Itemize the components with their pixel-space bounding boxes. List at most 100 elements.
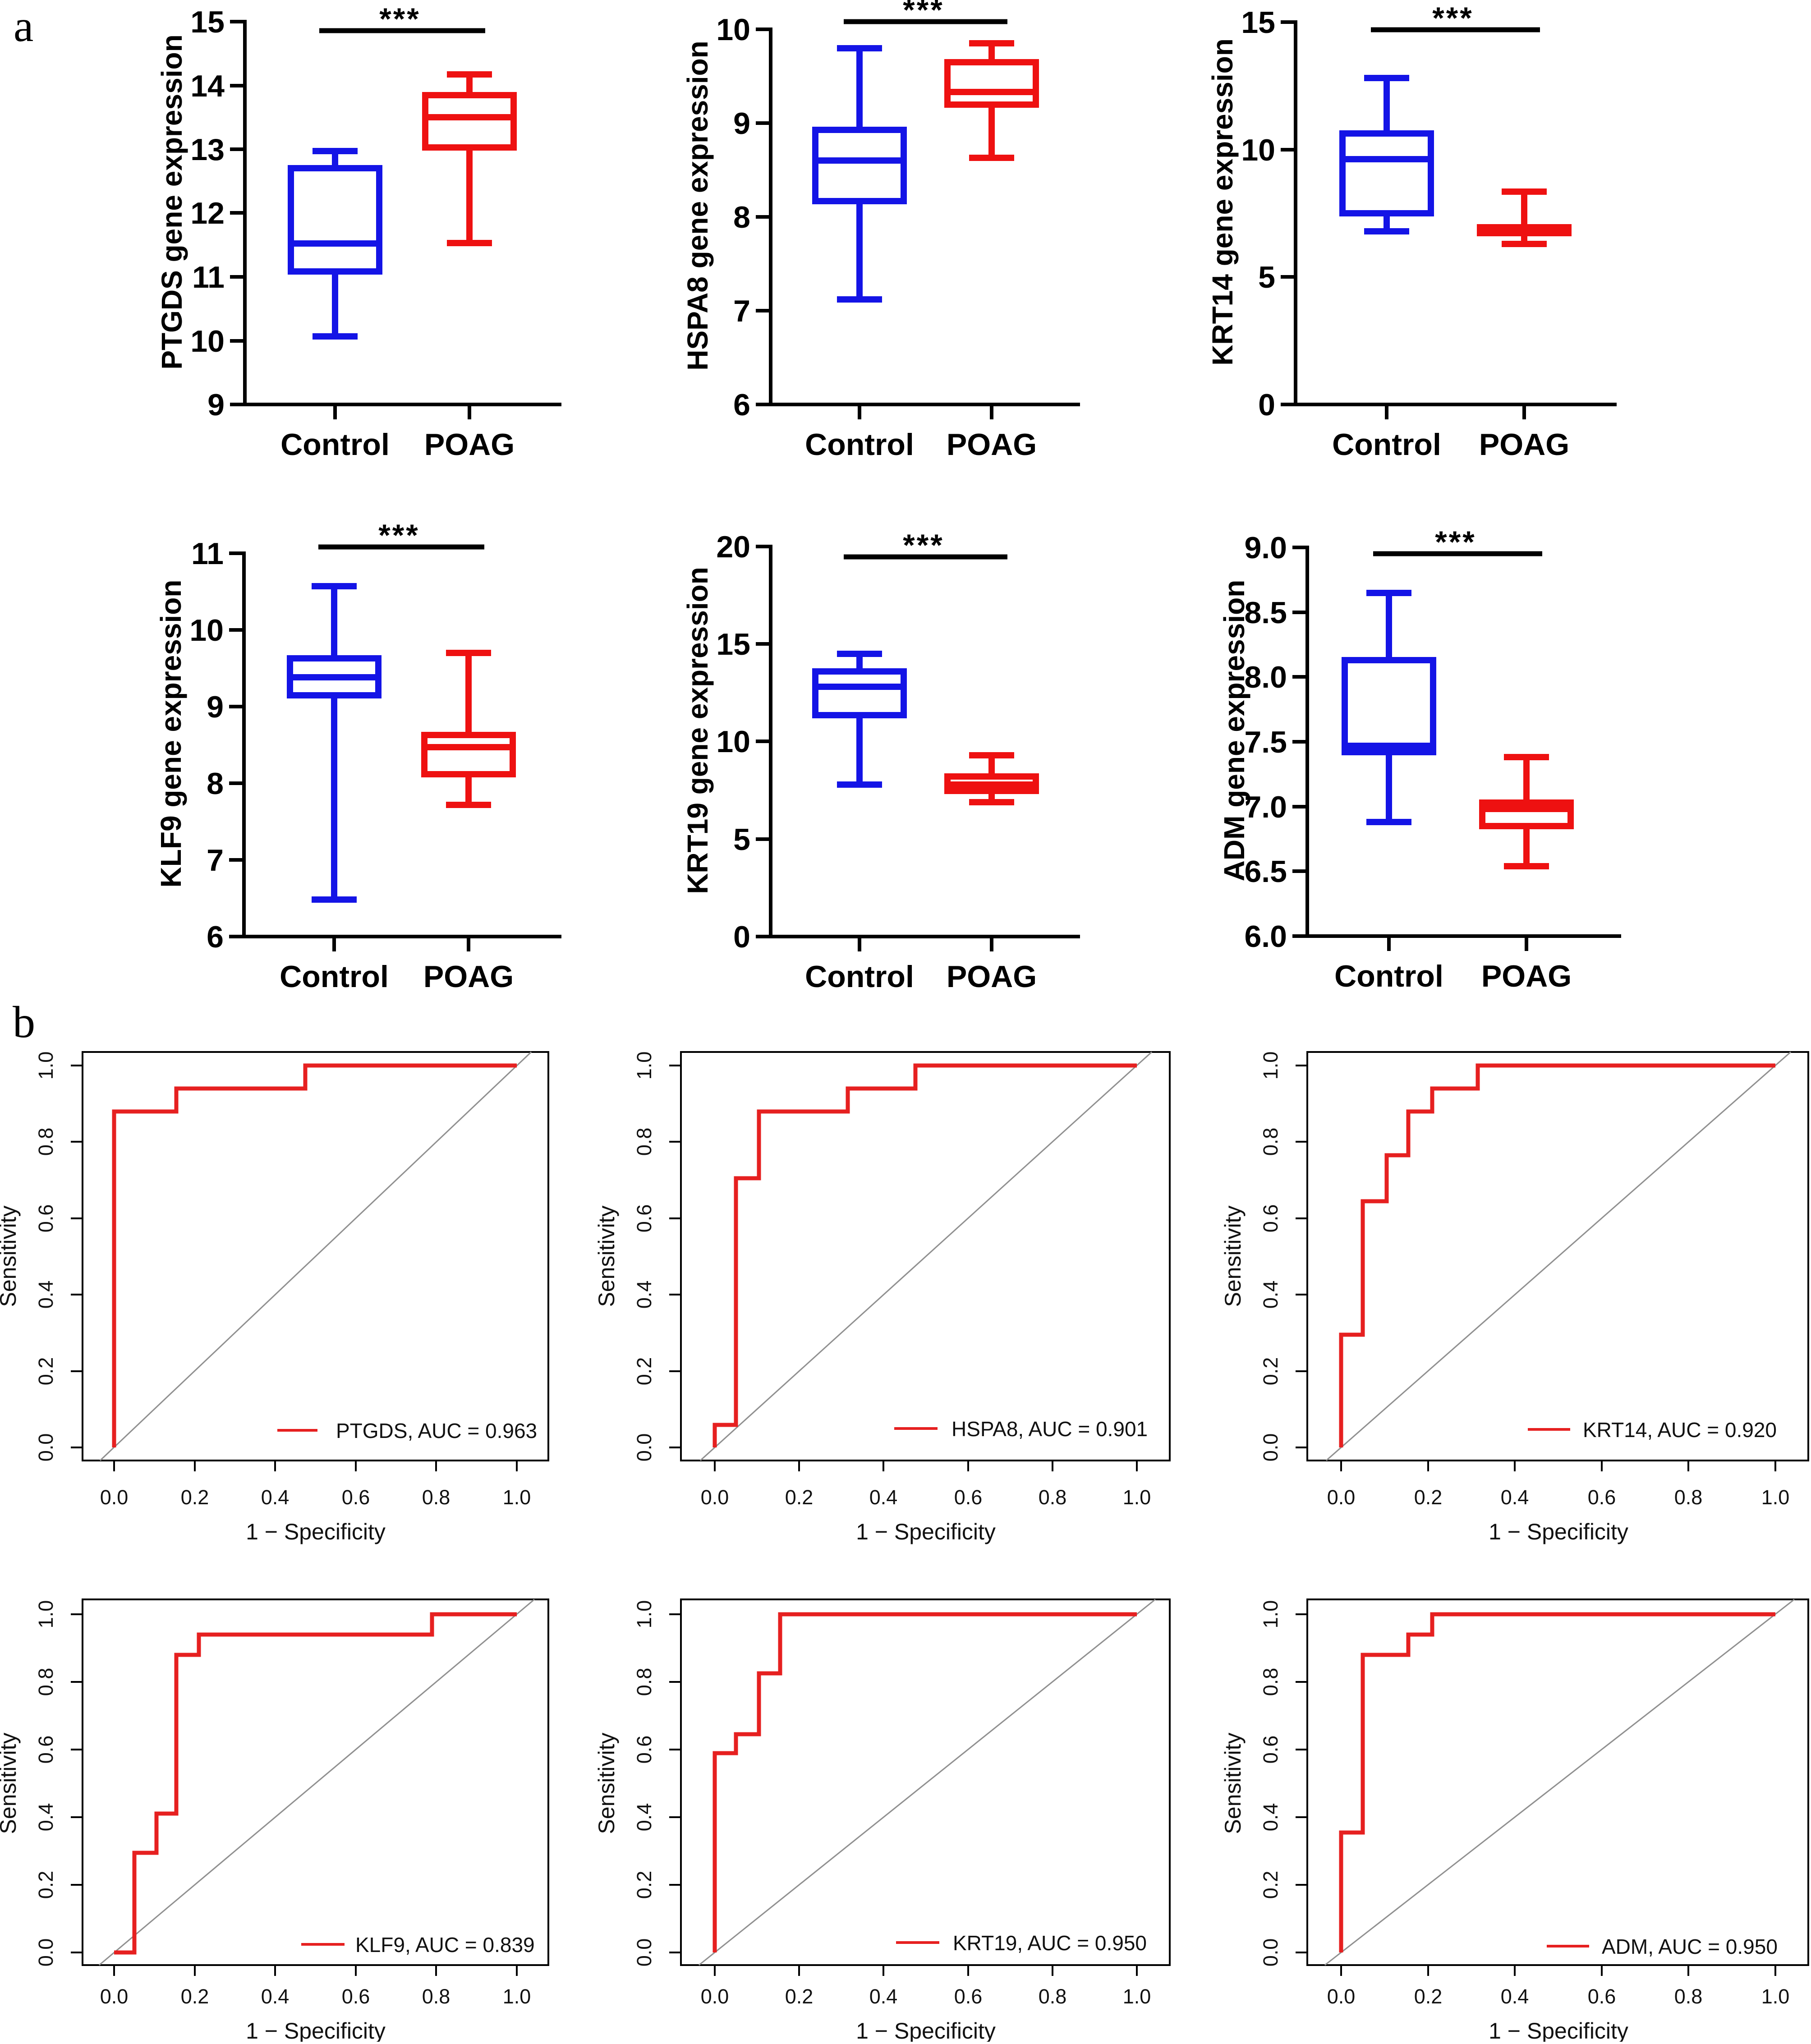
svg-text:7.5: 7.5 (1244, 725, 1287, 759)
svg-text:0.6: 0.6 (1259, 1204, 1282, 1233)
svg-text:POAG: POAG (423, 960, 514, 994)
svg-text:KRT19 gene expression: KRT19 gene expression (681, 567, 714, 894)
svg-text:ADM gene expression: ADM gene expression (1218, 580, 1250, 882)
svg-text:6.5: 6.5 (1244, 854, 1287, 889)
svg-text:POAG: POAG (947, 960, 1037, 994)
svg-text:7: 7 (733, 294, 750, 328)
svg-text:10: 10 (716, 725, 750, 759)
svg-text:1.0: 1.0 (1123, 1486, 1151, 1509)
svg-text:0.2: 0.2 (1414, 1486, 1443, 1509)
svg-text:7.0: 7.0 (1244, 790, 1287, 824)
svg-text:0.6: 0.6 (1259, 1736, 1282, 1764)
svg-text:1.0: 1.0 (1123, 1985, 1151, 2008)
svg-text:1.0: 1.0 (503, 1486, 531, 1509)
svg-text:0: 0 (1258, 388, 1275, 422)
svg-text:0.2: 0.2 (181, 1486, 209, 1509)
svg-text:0.0: 0.0 (100, 1985, 129, 2008)
svg-text:20: 20 (716, 530, 750, 564)
svg-text:***: *** (903, 528, 944, 562)
svg-text:0.6: 0.6 (342, 1985, 370, 2008)
svg-text:0.6: 0.6 (34, 1736, 57, 1764)
svg-text:Sensitivity: Sensitivity (0, 1732, 21, 1834)
svg-text:1.0: 1.0 (1761, 1985, 1790, 2008)
svg-text:0.0: 0.0 (701, 1486, 729, 1509)
svg-text:0.4: 0.4 (34, 1803, 57, 1832)
svg-text:HSPA8 gene expression: HSPA8 gene expression (681, 41, 714, 371)
svg-text:5: 5 (1258, 260, 1275, 294)
svg-text:KLF9 gene expression: KLF9 gene expression (155, 580, 187, 888)
svg-text:15: 15 (716, 627, 750, 661)
svg-text:***: *** (1432, 1, 1473, 35)
svg-text:0.8: 0.8 (1259, 1128, 1282, 1156)
svg-text:0.2: 0.2 (785, 1985, 814, 2008)
svg-text:0.2: 0.2 (785, 1486, 814, 1509)
svg-text:0.2: 0.2 (34, 1357, 57, 1386)
svg-text:1.0: 1.0 (1259, 1600, 1282, 1629)
svg-text:0.0: 0.0 (633, 1938, 656, 1967)
svg-text:KRT14 gene expression: KRT14 gene expression (1206, 38, 1239, 366)
svg-text:0.4: 0.4 (1501, 1486, 1529, 1509)
svg-text:0.6: 0.6 (633, 1204, 656, 1233)
svg-text:8: 8 (207, 767, 224, 801)
svg-text:11: 11 (192, 260, 225, 294)
svg-text:8.0: 8.0 (1244, 660, 1287, 694)
svg-text:b: b (13, 997, 35, 1047)
svg-text:9: 9 (207, 388, 225, 422)
svg-text:15: 15 (1241, 5, 1275, 40)
svg-text:Control: Control (280, 427, 390, 462)
svg-text:0.0: 0.0 (100, 1486, 129, 1509)
svg-text:0.4: 0.4 (633, 1281, 656, 1309)
svg-text:1 − Specificity: 1 − Specificity (1489, 1519, 1628, 1544)
svg-text:0.8: 0.8 (34, 1128, 57, 1156)
svg-text:0.4: 0.4 (1259, 1803, 1282, 1832)
svg-text:0.6: 0.6 (633, 1736, 656, 1764)
svg-text:0.2: 0.2 (1259, 1871, 1282, 1899)
svg-text:0.8: 0.8 (633, 1668, 656, 1696)
svg-text:Sensitivity: Sensitivity (0, 1205, 21, 1307)
svg-text:0.0: 0.0 (1327, 1486, 1356, 1509)
svg-text:***: *** (903, 0, 944, 27)
svg-text:0.0: 0.0 (34, 1433, 57, 1462)
svg-text:KRT14, AUC = 0.920: KRT14, AUC = 0.920 (1583, 1418, 1777, 1442)
svg-text:6: 6 (207, 920, 224, 954)
svg-text:Control: Control (805, 427, 914, 462)
svg-text:0.6: 0.6 (954, 1486, 983, 1509)
svg-text:Sensitivity: Sensitivity (594, 1205, 619, 1307)
svg-text:10: 10 (716, 13, 750, 47)
svg-text:0.4: 0.4 (261, 1985, 290, 2008)
svg-text:0.8: 0.8 (1674, 1985, 1703, 2008)
svg-text:0.0: 0.0 (701, 1985, 729, 2008)
svg-text:0.6: 0.6 (1588, 1985, 1616, 2008)
svg-text:9.0: 9.0 (1244, 531, 1287, 565)
svg-text:Sensitivity: Sensitivity (1220, 1205, 1246, 1307)
svg-text:1.0: 1.0 (1761, 1486, 1790, 1509)
svg-text:0.6: 0.6 (34, 1204, 57, 1233)
svg-text:0.8: 0.8 (1039, 1985, 1067, 2008)
svg-text:0.4: 0.4 (34, 1281, 57, 1309)
svg-text:0.0: 0.0 (633, 1433, 656, 1462)
svg-text:0.4: 0.4 (633, 1803, 656, 1832)
svg-text:1.0: 1.0 (633, 1600, 656, 1629)
svg-text:8: 8 (733, 200, 750, 234)
svg-text:1 − Specificity: 1 − Specificity (856, 1519, 996, 1544)
svg-text:0.4: 0.4 (1259, 1281, 1282, 1309)
svg-text:0.2: 0.2 (633, 1871, 656, 1899)
svg-text:KRT19, AUC = 0.950: KRT19, AUC = 0.950 (953, 1931, 1147, 1955)
svg-text:0.6: 0.6 (954, 1985, 983, 2008)
svg-text:POAG: POAG (1481, 959, 1572, 993)
svg-text:0.8: 0.8 (422, 1985, 450, 2008)
svg-text:0.6: 0.6 (342, 1486, 370, 1509)
svg-text:0.0: 0.0 (34, 1938, 57, 1967)
svg-text:10: 10 (189, 613, 224, 648)
svg-text:Control: Control (1334, 959, 1443, 993)
svg-text:Control: Control (280, 960, 389, 994)
svg-text:0.2: 0.2 (1259, 1357, 1282, 1386)
svg-text:0.4: 0.4 (869, 1985, 898, 2008)
svg-text:ADM, AUC = 0.950: ADM, AUC = 0.950 (1602, 1935, 1778, 1958)
svg-text:11: 11 (191, 537, 224, 571)
svg-text:5: 5 (733, 822, 750, 857)
svg-text:PTGDS, AUC = 0.963: PTGDS, AUC = 0.963 (336, 1419, 537, 1442)
svg-text:7: 7 (207, 843, 224, 877)
svg-text:POAG: POAG (947, 427, 1037, 462)
svg-text:0.2: 0.2 (34, 1871, 57, 1899)
